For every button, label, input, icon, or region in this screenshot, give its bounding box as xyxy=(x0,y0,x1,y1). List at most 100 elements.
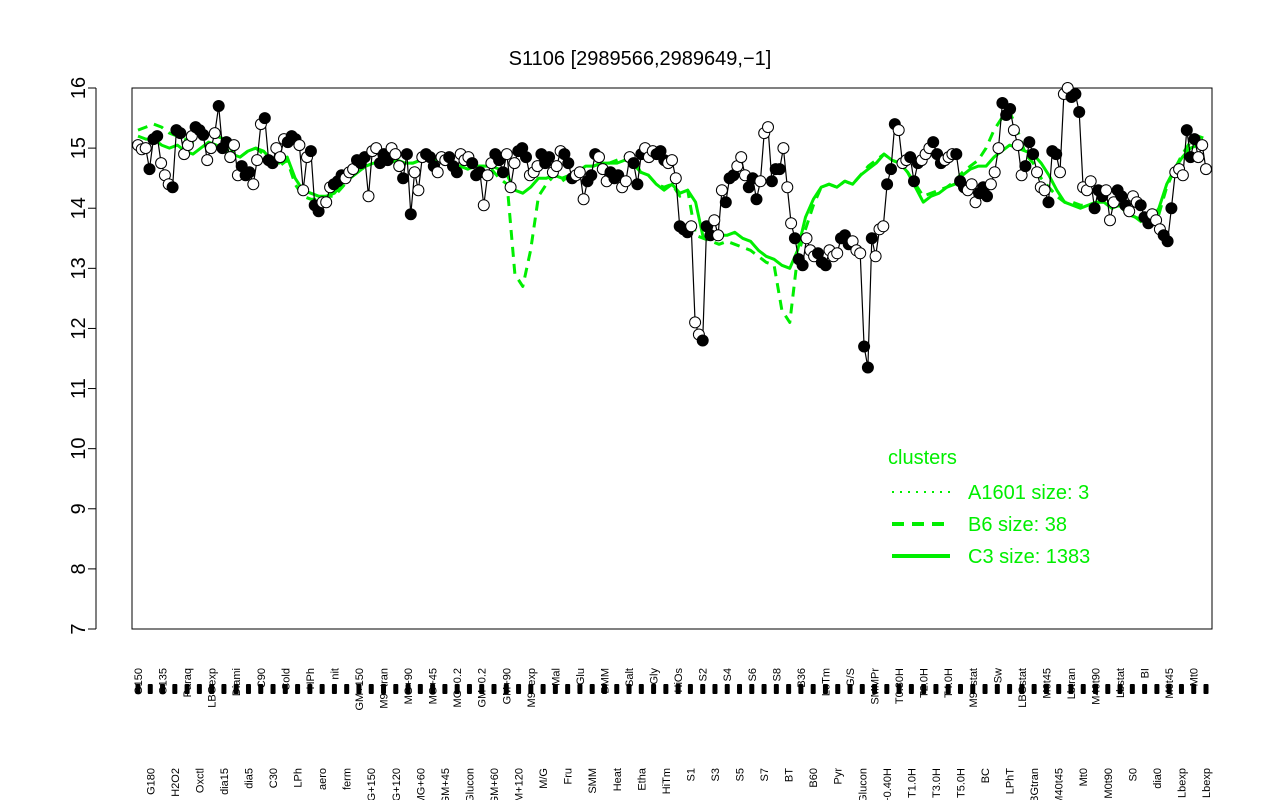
data-point xyxy=(1007,124,1020,137)
x-tick-label: GM+150 xyxy=(354,668,366,711)
x-tick-label: G135 xyxy=(158,668,170,695)
data-point xyxy=(773,163,786,176)
data-point xyxy=(201,154,214,167)
data-point xyxy=(735,151,748,164)
data-point xyxy=(1042,196,1055,209)
data-point xyxy=(247,178,260,191)
x-tick xyxy=(884,684,890,694)
x-tick-label: Glu xyxy=(575,668,587,685)
x-tick-label: Glucon xyxy=(857,768,869,800)
data-point xyxy=(508,157,521,170)
x-tick-label: S4 xyxy=(722,668,734,681)
data-point xyxy=(881,178,894,191)
x-tick xyxy=(786,684,792,694)
x-tick-label: S8 xyxy=(771,668,783,681)
x-tick xyxy=(1031,684,1037,694)
data-point xyxy=(892,124,905,137)
x-tick-label: LBGtran xyxy=(1029,768,1041,800)
data-point xyxy=(762,121,774,134)
data-point xyxy=(408,166,421,179)
y-tick-label: 11 xyxy=(68,378,90,399)
data-point xyxy=(796,259,809,272)
x-tick xyxy=(638,684,644,694)
x-tick xyxy=(331,684,337,694)
data-point xyxy=(389,148,402,161)
x-tick xyxy=(1019,684,1025,694)
data-point xyxy=(1192,151,1205,164)
x-tick-label: HiOs xyxy=(673,668,685,693)
x-tick-label: Lbexp xyxy=(1201,768,1213,798)
x-tick-label: Diami xyxy=(231,668,243,696)
data-point xyxy=(1134,199,1147,212)
x-tick-label: aero xyxy=(317,768,329,790)
x-tick-label: G150 xyxy=(133,668,145,695)
x-tick-label: HiTm xyxy=(661,768,673,794)
data-point xyxy=(205,142,217,155)
data-point xyxy=(1069,88,1082,100)
data-point xyxy=(984,178,997,191)
data-point xyxy=(139,142,152,155)
x-tick xyxy=(589,684,595,694)
x-tick-label: Mal xyxy=(550,668,562,686)
data-point xyxy=(765,175,778,188)
x-tick xyxy=(712,684,718,694)
x-tick xyxy=(933,684,939,694)
x-tick-label: S0 xyxy=(1127,768,1139,781)
data-point xyxy=(1123,205,1136,218)
x-tick xyxy=(233,684,239,694)
data-point xyxy=(1004,103,1017,115)
data-point xyxy=(666,154,678,167)
data-point xyxy=(1031,166,1043,179)
x-tick-label: C90 xyxy=(256,668,268,688)
x-tick xyxy=(565,684,571,694)
x-tick xyxy=(761,684,767,694)
x-tick xyxy=(1178,684,1184,694)
x-tick xyxy=(1117,684,1123,694)
data-point xyxy=(1050,148,1063,161)
x-tick xyxy=(319,684,325,694)
x-tick xyxy=(1154,684,1160,694)
x-tick xyxy=(1191,684,1197,694)
x-tick xyxy=(258,684,264,694)
y-tick-label: 15 xyxy=(68,137,90,159)
x-tick xyxy=(405,684,411,694)
x-tick xyxy=(872,684,878,694)
data-point xyxy=(212,100,225,112)
y-tick-label: 8 xyxy=(68,563,90,574)
data-point xyxy=(950,148,963,161)
data-point xyxy=(631,178,644,191)
x-tick-label: MG+90 xyxy=(403,668,415,704)
data-point xyxy=(1019,160,1032,173)
data-point xyxy=(1027,148,1040,161)
data-point xyxy=(712,229,725,242)
x-tick xyxy=(651,684,657,694)
legend-entry-c3: C3 size: 1383 xyxy=(968,546,1090,568)
data-point xyxy=(197,128,210,141)
x-tick-label: Salt xyxy=(624,668,636,687)
x-tick-label: Heat xyxy=(612,768,624,791)
x-tick-label: MG+150 xyxy=(366,768,378,800)
x-tick xyxy=(147,684,153,694)
data-point xyxy=(785,217,798,230)
x-tick-label: G180 xyxy=(145,768,157,795)
data-point xyxy=(965,178,978,191)
data-point xyxy=(669,172,682,185)
data-point xyxy=(497,166,509,179)
data-point xyxy=(685,220,698,233)
data-point xyxy=(777,142,790,155)
x-tick-label: Mt0 xyxy=(1078,768,1090,786)
legend: clusters A1601 size: 3 B6 size: 38 C3 si… xyxy=(888,447,1090,568)
data-point xyxy=(1054,166,1066,179)
data-point xyxy=(543,151,556,164)
data-point xyxy=(981,190,993,203)
x-tick-label: B60 xyxy=(808,768,820,788)
data-point xyxy=(858,340,871,353)
data-point xyxy=(708,214,721,227)
x-tick xyxy=(835,684,841,694)
x-tick xyxy=(663,684,669,694)
data-point xyxy=(143,163,156,176)
x-tick xyxy=(454,684,460,694)
x-tick xyxy=(1068,684,1074,694)
x-tick-label: BC xyxy=(980,768,992,783)
y-tick-label: 10 xyxy=(68,438,90,460)
